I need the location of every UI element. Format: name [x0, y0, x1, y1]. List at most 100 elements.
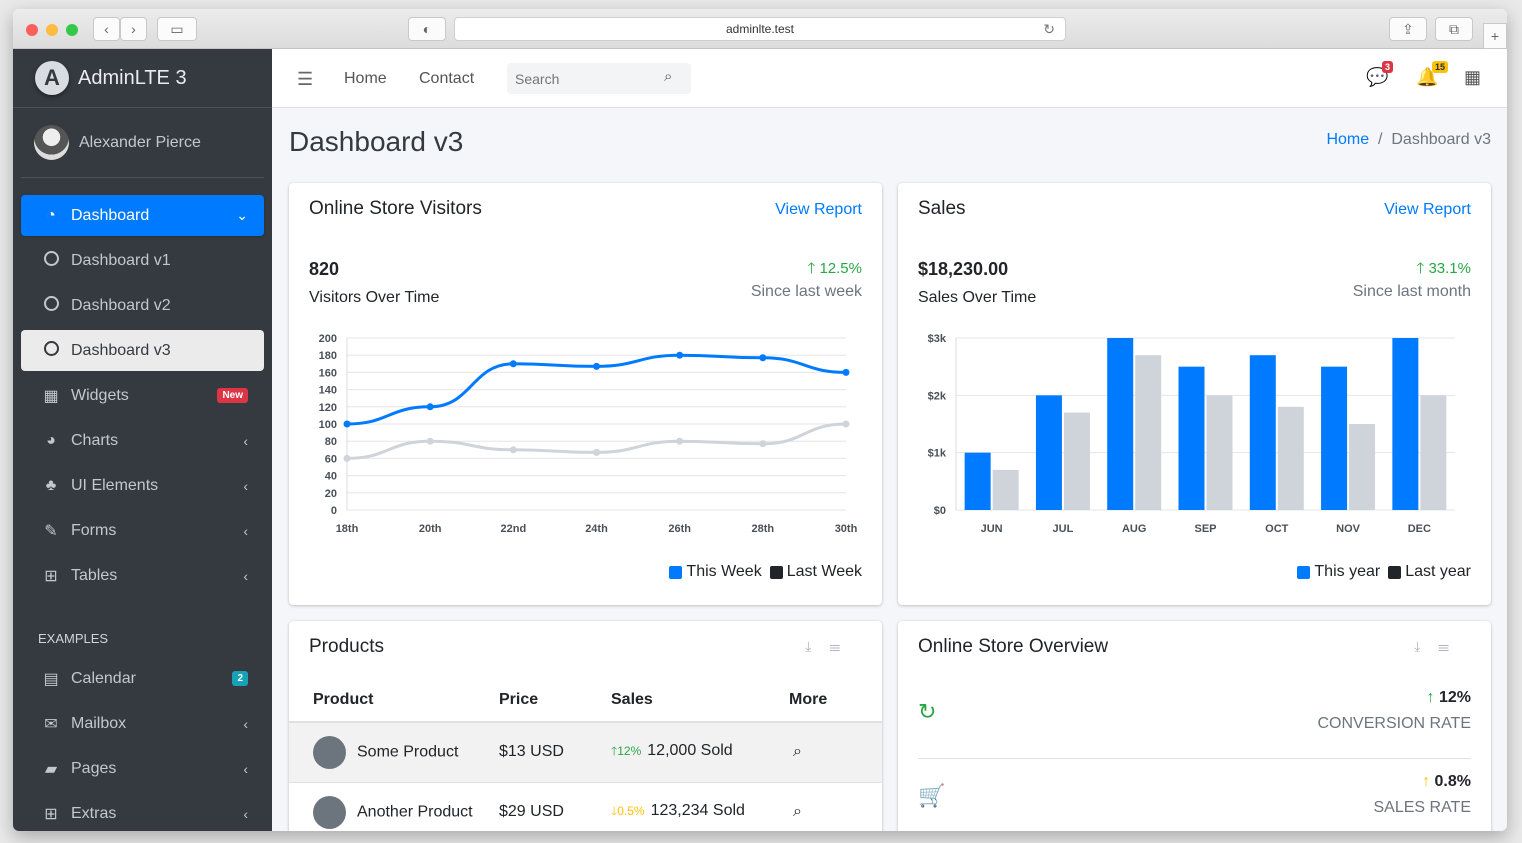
chevron-left-icon: ‹ [243, 522, 248, 539]
address-bar[interactable]: adminlte.test ↻ [454, 17, 1066, 41]
legend-swatch-last-week [769, 565, 783, 579]
forward-button[interactable]: › [120, 17, 147, 41]
sidebar-item-extras[interactable]: ⊞ Extras ‹ [21, 793, 264, 831]
card-title: Online Store Visitors [309, 198, 482, 219]
sidebar-toggle-button[interactable]: ▭ [157, 17, 197, 41]
products-table: Product Price Sales More Some Product $1… [289, 679, 882, 831]
sales-change: 🡑 33.1% [1416, 260, 1471, 277]
new-tab-button[interactable]: + [1483, 23, 1507, 49]
overview-label: CONVERSION RATE [1317, 715, 1472, 732]
chevron-left-icon: ‹ [243, 760, 248, 777]
sidebar-item-forms[interactable]: ✎ Forms ‹ [21, 510, 264, 551]
legend-swatch-last-year [1388, 565, 1402, 579]
browser-window: ‹ › ▭ ◐ adminlte.test ↻ ⇪ ⧉ + A AdminLTE… [13, 9, 1507, 831]
brand-logo: A [35, 61, 69, 95]
brand-link[interactable]: A AdminLTE 3 [13, 49, 272, 108]
table-row[interactable]: Some Product $13 USD 🡑12% 12,000 Sold ⌕ [289, 722, 882, 783]
cart-icon: 🛒 [918, 783, 946, 808]
visitors-subtitle: Visitors Over Time [309, 289, 440, 306]
product-cell: Another Product [289, 782, 499, 831]
nav-link-home[interactable]: Home [344, 70, 387, 87]
download-icon[interactable]: ⤓ [1414, 638, 1439, 654]
sidebar-item-dashboard-v3[interactable]: Dashboard v3 [21, 330, 264, 371]
edit-icon: ✎ [44, 522, 58, 540]
privacy-button[interactable]: ◐ [408, 17, 446, 41]
download-icon[interactable]: ⤓ [805, 638, 830, 654]
back-button[interactable]: ‹ [93, 17, 120, 41]
search-icon[interactable]: ⌕ [793, 743, 802, 761]
avatar [34, 125, 69, 160]
bar-last-year [1206, 395, 1233, 510]
table-icon: ⊞ [44, 567, 58, 585]
overview-row-sales: 🛒 ↑ 0.8% SALES RATE [918, 759, 1471, 831]
bar-this-year [1107, 338, 1134, 510]
visitors-line-chart: 0 20 40 60 80 100 120 140 160 180 200 18th 20th 22nd 2… [319, 333, 858, 535]
sidebar-item-dashboard-v1[interactable]: Dashboard v1 [21, 240, 264, 281]
user-panel[interactable]: Alexander Pierce [21, 108, 264, 178]
sidebar-item-label: Dashboard v3 [71, 341, 171, 359]
sidebar-item-mailbox[interactable]: ✉ Mailbox ‹ [21, 703, 264, 744]
table-row[interactable]: Another Product $29 USD 🡓0.5% 123,234 Sol… [289, 782, 882, 831]
chevron-left-icon: ‹ [243, 805, 248, 822]
sidebar-item-label: Dashboard [71, 206, 150, 224]
maximize-window-button[interactable] [66, 24, 78, 36]
product-cell: Some Product [289, 722, 499, 783]
view-report-link[interactable]: View Report [775, 201, 862, 218]
reload-icon[interactable]: ↻ [1043, 21, 1055, 37]
product-image [313, 795, 346, 829]
overview-row-conversion: ↻ ↑ 12% CONVERSION RATE [918, 675, 1471, 759]
view-report-link[interactable]: View Report [1384, 201, 1471, 218]
sidebar-item-charts[interactable]: ◕ Charts ‹ [21, 420, 264, 461]
search-input[interactable] [507, 63, 691, 94]
sidebar-item-pages[interactable]: ▰ Pages ‹ [21, 748, 264, 789]
sidebar-item-label: Calendar [71, 669, 136, 687]
plus-square-icon: ⊞ [44, 805, 58, 823]
sales-change: 🡑12% [611, 743, 642, 758]
y-tick-label: 60 [325, 453, 337, 465]
sidebar-item-dashboard-v2[interactable]: Dashboard v2 [21, 285, 264, 326]
sidebar-item-widgets[interactable]: ▦ Widgets New [21, 375, 264, 416]
sidebar-item-label: UI Elements [71, 476, 159, 494]
share-icon: ⇪ [1402, 20, 1414, 37]
x-tick-label: 28th [752, 523, 775, 535]
sales-bar-chart: $0 $1k $2k $3k JUN JUL AUG SEP OCT NOV DEC [928, 333, 1455, 535]
close-window-button[interactable] [26, 24, 38, 36]
x-tick-label: SEP [1194, 523, 1216, 535]
share-button[interactable]: ⇪ [1389, 17, 1427, 41]
nav-link-contact[interactable]: Contact [419, 70, 475, 87]
data-point [426, 403, 434, 411]
price-cell: $13 USD [499, 722, 611, 783]
x-tick-label: 24th [585, 523, 608, 535]
search-icon[interactable]: ⌕ [664, 68, 673, 85]
legend-swatch-this-week [669, 565, 683, 579]
sidebar-item-tables[interactable]: ⊞ Tables ‹ [21, 555, 264, 596]
arrow-up-icon: ↑ [1422, 773, 1431, 790]
sidebar-item-label: Pages [71, 759, 117, 777]
y-tick-label: 80 [325, 436, 337, 448]
products-card: Products ⤓☰ Product Price Sales More Som… [289, 621, 882, 831]
data-point [343, 420, 351, 428]
sales-card: Sales View Report $18,230.00 Sales Over … [898, 183, 1491, 605]
sidebar-item-ui-elements[interactable]: ♣ UI Elements ‹ [21, 465, 264, 506]
sales-legend: This year Last year [1293, 563, 1471, 581]
y-tick-label: $3k [928, 333, 947, 345]
user-name[interactable]: Alexander Pierce [79, 133, 201, 151]
sales-subtitle: Sales Over Time [918, 289, 1037, 306]
sales-cell: 🡑12% 12,000 Sold [611, 722, 789, 783]
tabs-button[interactable]: ⧉ [1435, 17, 1473, 41]
url-text: adminlte.test [725, 22, 795, 36]
breadcrumb-home[interactable]: Home [1326, 131, 1370, 148]
menu-toggle-icon[interactable]: ☰ [297, 69, 314, 89]
y-tick-label: 180 [319, 350, 337, 362]
card-tools: ⤓☰ [805, 638, 858, 655]
bars-icon[interactable]: ☰ [1438, 638, 1467, 654]
sidebar-item-calendar[interactable]: ▤ Calendar 2 [21, 658, 264, 699]
search-icon[interactable]: ⌕ [793, 803, 802, 820]
bars-icon[interactable]: ☰ [829, 638, 858, 654]
y-tick-label: 160 [319, 367, 337, 379]
apps-grid-icon[interactable]: ▦ [1464, 67, 1482, 87]
sidebar-item-dashboard[interactable]: ◔ Dashboard ⌄ [21, 195, 264, 236]
minimize-window-button[interactable] [46, 24, 58, 36]
sidebar-nav: ◔ Dashboard ⌄ Dashboard v1 Dashboard v2 … [21, 195, 264, 600]
chevron-left-icon: ‹ [243, 567, 248, 584]
